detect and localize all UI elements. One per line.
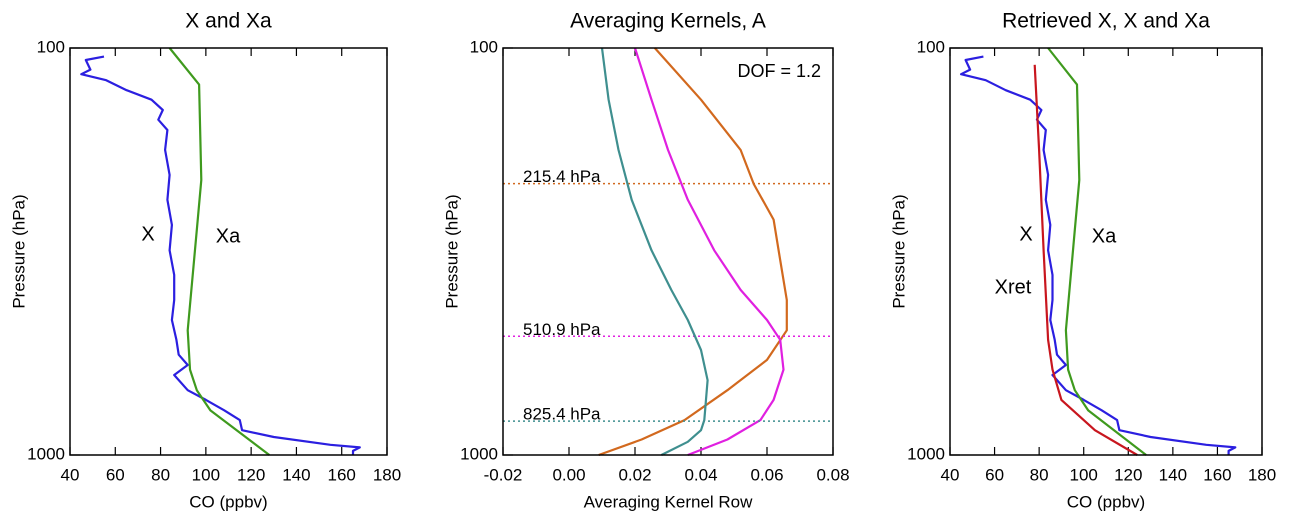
chart-title: Retrieved X, X and Xa [1002,10,1210,33]
y-tick-label: 1000 [907,444,945,463]
y-axis-label: Pressure (hPa) [9,194,28,308]
x-tick-label: 180 [373,465,401,484]
level-label: 510.9 hPa [523,320,601,339]
series-label: X [141,223,154,245]
level-label: 825.4 hPa [523,405,601,424]
annotation: DOF = 1.2 [737,61,821,81]
x-tick-label: 0.08 [816,465,849,484]
profile-line [598,47,788,457]
series-label: X [1019,223,1032,245]
x-axis-label: CO (ppbv) [1067,492,1145,511]
chart-title: X and Xa [185,10,272,33]
level-label: 215.4 hPa [523,167,601,186]
x-tick-label: 60 [985,465,1004,484]
x-tick-label: 0.06 [750,465,783,484]
x-tick-label: 140 [282,465,310,484]
x-axis-label: CO (ppbv) [189,492,267,511]
profile-line [959,55,1237,455]
x-tick-label: -0.02 [484,465,523,484]
profile-line [168,47,270,456]
x-tick-label: 0.02 [618,465,651,484]
plot-frame [502,47,834,456]
y-tick-label: 100 [917,37,945,56]
x-tick-label: 0.00 [552,465,585,484]
plot-frame [69,47,388,456]
x-tick-label: 180 [1248,465,1276,484]
series-label: Xa [216,225,241,247]
chart-title: Averaging Kernels, A [570,10,766,33]
x-tick-label: 80 [151,465,170,484]
profile-line [600,47,709,456]
series-label: Xa [1092,225,1117,247]
x-tick-label: 0.04 [684,465,717,484]
x-tick-label: 60 [106,465,125,484]
y-axis-label: Pressure (hPa) [889,194,908,308]
y-tick-label: 100 [470,37,498,56]
x-tick-label: 100 [192,465,220,484]
x-axis-label: Averaging Kernel Row [584,492,754,511]
profile-line [1033,64,1138,456]
x-tick-label: 120 [237,465,265,484]
x-tick-label: 40 [941,465,960,484]
y-tick-label: 1000 [27,444,65,463]
x-tick-label: 80 [1030,465,1049,484]
profile-line [1047,47,1147,456]
x-tick-label: 140 [1159,465,1187,484]
plot-frame [949,47,1263,456]
x-tick-label: 160 [1203,465,1231,484]
x-tick-label: 100 [1070,465,1098,484]
x-tick-label: 160 [328,465,356,484]
y-tick-label: 1000 [460,444,498,463]
x-tick-label: 120 [1114,465,1142,484]
profile-line [80,55,361,455]
y-tick-label: 100 [37,37,65,56]
x-tick-label: 40 [61,465,80,484]
series-label: Xret [995,276,1032,298]
y-axis-label: Pressure (hPa) [442,194,461,308]
profile-line [633,47,785,457]
